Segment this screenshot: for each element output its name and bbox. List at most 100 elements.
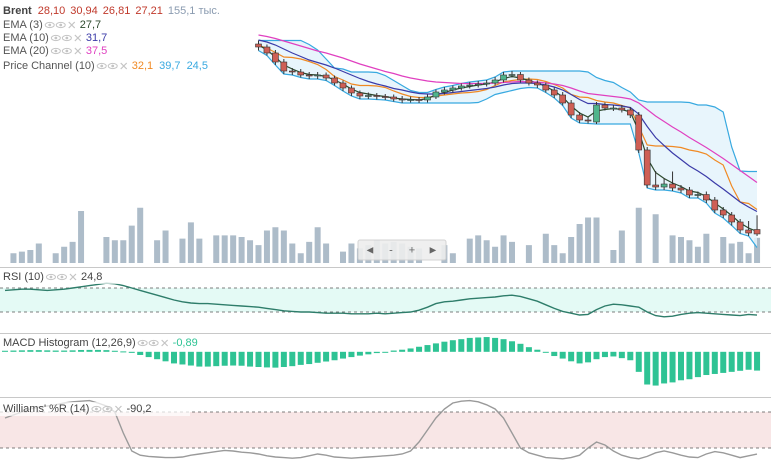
volume-bar (635, 207, 642, 263)
candle-body (331, 77, 338, 84)
navigation-button[interactable]: ► (428, 244, 439, 256)
candle-body (677, 187, 685, 191)
volume-bar (69, 241, 76, 263)
candle-body (601, 104, 609, 109)
volume-bar (340, 251, 346, 263)
volume-bar (128, 225, 135, 263)
eye-pupil (49, 275, 53, 279)
candle-body (559, 94, 567, 104)
channel-band (258, 40, 757, 248)
volume-bar (610, 250, 617, 263)
navigation-button[interactable]: ◄ (365, 244, 376, 256)
ema-line (258, 34, 758, 183)
navigation-control: ◄ - + ► (357, 239, 447, 261)
channel-middle (258, 44, 758, 210)
histogram-bar (737, 351, 744, 371)
volume-bar (61, 246, 68, 263)
legend-value: 31,7 (86, 32, 107, 44)
histogram-bar (441, 341, 448, 352)
volume-bar (348, 243, 355, 263)
series-controls[interactable] (137, 339, 169, 347)
volume-bar (289, 243, 296, 263)
candle-body (703, 194, 710, 201)
eye-pupil (48, 23, 52, 27)
volume-bar (52, 253, 59, 263)
volume-bar (179, 238, 186, 263)
volume-bar (466, 238, 473, 263)
histogram-bar (720, 351, 727, 373)
eye-icon (44, 21, 55, 29)
navigation-button[interactable]: - (389, 244, 393, 256)
close-icon (74, 47, 82, 55)
candle-body (525, 79, 533, 84)
volume-bar (35, 243, 42, 263)
series-controls[interactable] (45, 273, 77, 281)
candle-body (652, 184, 659, 188)
histogram-bar (18, 350, 25, 352)
volume-bar (323, 243, 330, 263)
histogram-bar (365, 351, 372, 355)
histogram-bar (492, 337, 499, 352)
candle-body (753, 229, 761, 235)
series-controls[interactable] (50, 34, 82, 42)
series-controls[interactable] (91, 405, 122, 413)
histogram-bar (204, 351, 211, 367)
histogram-bar (44, 350, 51, 352)
legend-value: 24,5 (187, 60, 208, 72)
histogram-bar (610, 351, 617, 357)
series-controls[interactable] (44, 21, 76, 29)
histogram-bar (627, 351, 634, 361)
volume-bar (154, 240, 161, 263)
histogram-bar (255, 351, 262, 368)
close-icon (120, 62, 128, 70)
legend-backdrop (0, 402, 190, 416)
legend-name: EMA (10) (3, 32, 49, 44)
candle-body (593, 104, 600, 123)
histogram-bar (86, 349, 93, 352)
volume-bar (137, 207, 144, 263)
legend-value: 27,7 (80, 19, 101, 31)
channel-upper (258, 39, 757, 173)
eye-pupil (65, 49, 69, 53)
histogram-bar (432, 343, 439, 352)
navigation-button[interactable]: + (409, 244, 415, 256)
histogram-bar (35, 350, 42, 352)
volume-bar (221, 235, 228, 263)
candle-body (449, 87, 457, 91)
histogram-bar (390, 350, 397, 352)
candle-body (407, 99, 414, 101)
histogram-bar (525, 347, 532, 352)
legend-value: 32,1 (132, 60, 153, 72)
histogram-bar (542, 351, 549, 353)
eye-pupil (100, 64, 104, 68)
candle-body (381, 96, 389, 98)
legend-name: RSI (10) (3, 271, 44, 283)
eye-icon (55, 21, 66, 29)
eye-icon (50, 34, 61, 42)
histogram-bar (323, 351, 330, 362)
volume-bar (306, 241, 313, 263)
histogram-bar (618, 351, 625, 359)
candle-body (272, 52, 279, 63)
histogram-bar (568, 351, 575, 362)
volume-bar (669, 235, 676, 263)
eye-pupil (60, 275, 64, 279)
candle-body (491, 79, 499, 84)
histogram-bar (399, 349, 406, 352)
histogram-bar (517, 343, 524, 352)
histogram-bar (509, 341, 515, 352)
candle-body (483, 82, 490, 85)
candle-body (255, 43, 262, 48)
volume-bar (247, 240, 254, 263)
candle-body (745, 229, 752, 234)
volume-bar (10, 253, 17, 263)
volume-bar (187, 222, 194, 263)
volume-bar (551, 245, 558, 263)
series-controls[interactable] (96, 62, 128, 70)
candle-body (567, 102, 575, 116)
eye-icon (61, 34, 72, 42)
series-controls[interactable] (50, 47, 82, 55)
eye-pupil (111, 64, 115, 68)
legend-name: EMA (20) (3, 45, 49, 57)
histogram-bar (213, 351, 220, 367)
